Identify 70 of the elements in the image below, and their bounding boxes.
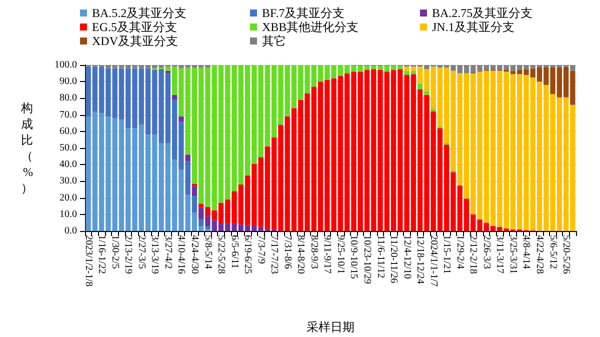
- x-tick-label: 7/3-7/9: [255, 235, 266, 264]
- x-tick-label: 3/25-3/31: [507, 235, 518, 274]
- bar: [172, 94, 178, 100]
- legend-label: JN.1及其亚分支: [432, 20, 514, 34]
- bar: [192, 184, 198, 186]
- x-tick-label: 5/6-5/12: [547, 235, 558, 269]
- y-tick-label: 0.0: [64, 226, 77, 236]
- x-tick-label: 5/8-5/14: [202, 235, 214, 269]
- x-tick-label: 3/27-4/2: [162, 235, 174, 269]
- x-tick-label: 7/31-8/6: [282, 235, 293, 269]
- legend-label: BA.2.75及其亚分支: [432, 6, 533, 20]
- x-tick-label: 7/17-7/23: [268, 235, 280, 274]
- x-tick-label: 2/27-3/5: [136, 235, 147, 269]
- legend-label: BA.5.2及其亚分支: [92, 6, 187, 20]
- x-tick-label: 4/10-4/16: [176, 235, 187, 274]
- bar: [178, 116, 184, 122]
- x-tick-label: 12/4-12/10: [401, 235, 412, 279]
- y-tick-label: 10.0: [60, 208, 77, 220]
- x-tick-label: 6/5-6/11: [228, 235, 240, 269]
- x-tick-label: 3/11-3/17: [494, 235, 506, 274]
- y-tick-label: 20.0: [60, 192, 77, 204]
- bar: [417, 83, 423, 90]
- x-tick-label: 9/25-10/1: [334, 235, 346, 274]
- x-tick-label: 11/6-11/12: [374, 235, 386, 278]
- x-tick-label: 2/26-3/3: [480, 235, 492, 269]
- x-tick-label: 11/20-11/26: [388, 235, 400, 284]
- x-tick-label: 5/22-5/28: [216, 235, 227, 274]
- x-tick-label: 8/14-8/20: [295, 235, 306, 274]
- y-tick-label: 90.0: [60, 76, 77, 88]
- x-tick-label: 8/28-9/3: [308, 235, 320, 269]
- x-tick-label: 1/16-1/22: [96, 235, 108, 274]
- bar: [430, 108, 436, 112]
- x-tick-label: 4/24-4/30: [188, 235, 200, 274]
- x-tick-label: 2023/1/2-1/8: [82, 235, 94, 287]
- y-tick-label: 40.0: [60, 159, 77, 170]
- x-tick-label: 3/13-3/19: [149, 235, 160, 274]
- x-tick-label: 10/23-10/29: [361, 235, 372, 284]
- y-tick-label: 100.0: [54, 60, 77, 70]
- x-tick-label: 2/12-2/18: [468, 235, 479, 274]
- x-tick-label: 1/15-1/21: [441, 235, 452, 274]
- x-tick-label: 2/13-2/19: [122, 235, 134, 274]
- bar: [185, 154, 190, 162]
- x-tick-label: 9/11-9/17: [322, 235, 333, 274]
- bar: [165, 70, 171, 74]
- bar: [198, 219, 204, 226]
- x-tick-label: 2024/1/1-1/7: [428, 235, 439, 287]
- bar: [192, 186, 198, 196]
- y-tick-label: 70.0: [60, 109, 77, 120]
- y-tick-label: 60.0: [60, 126, 77, 137]
- x-tick-label: 5/20-5/26: [560, 235, 572, 274]
- legend-label: XDV及其亚分支: [92, 34, 178, 48]
- x-tick-label: 4/8-4/14: [520, 235, 532, 269]
- y-tick-label: 80.0: [60, 92, 77, 104]
- legend-label: EG.5及其亚分支: [92, 20, 177, 34]
- y-axis-title: 构成比（%）: [20, 101, 33, 195]
- x-tick-label: 10/9-10/15: [348, 235, 360, 279]
- x-tick-label: 12/18-12/24: [414, 235, 426, 284]
- x-tick-label: 1/30-2/5: [109, 235, 120, 269]
- bar: [205, 226, 210, 230]
- bar: [424, 92, 430, 95]
- bar: [192, 196, 198, 213]
- x-tick-label: 4/22-4/28: [534, 235, 546, 274]
- x-tick-label: 1/29-2/4: [454, 235, 466, 269]
- y-tick-label: 30.0: [60, 176, 77, 187]
- legend-label: XBB其他进化分支: [262, 20, 359, 34]
- x-axis-title: 采样日期: [306, 320, 354, 334]
- y-tick-label: 50.0: [60, 142, 77, 154]
- x-tick-label: 6/19-6/25: [242, 235, 254, 274]
- legend-label: 其它: [262, 34, 286, 48]
- legend-label: BF.7及其亚分支: [262, 6, 345, 20]
